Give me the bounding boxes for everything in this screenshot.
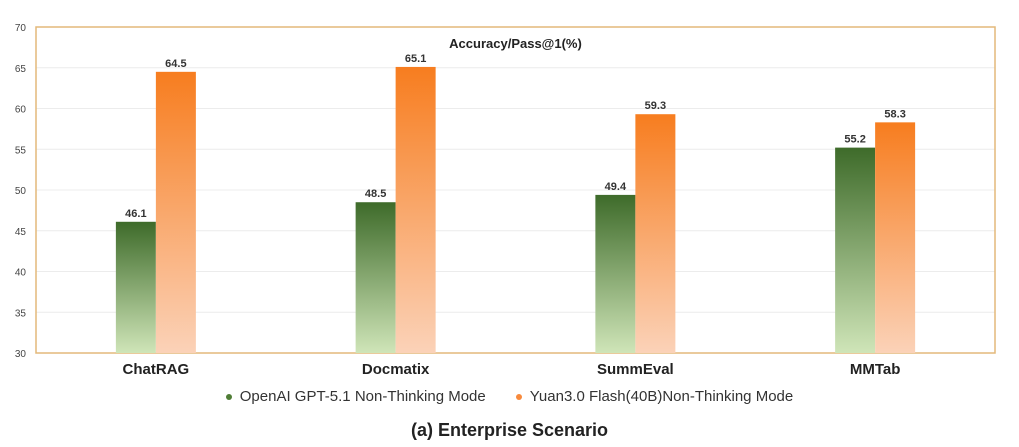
bar-yuan <box>875 122 916 353</box>
data-label: 48.5 <box>365 188 386 200</box>
plot-frame <box>35 26 996 354</box>
y-tick-label: 55 <box>15 145 27 156</box>
data-label: 46.1 <box>125 208 146 220</box>
data-label: 58.3 <box>884 108 905 120</box>
bar-chart-svg: 30 35 40 45 50 55 60 65 70 Accuracy/Pass@1(%) 46.1… <box>15 23 996 378</box>
x-tick-label: SummEval <box>597 361 674 378</box>
chart-title: Accuracy/Pass@1(%) <box>449 36 582 51</box>
x-tick-label: Docmatix <box>362 361 430 378</box>
bar-yuan <box>395 66 436 353</box>
data-label: 55.2 <box>844 134 865 146</box>
legend: OpenAI GPT-5.1 Non-Thinking Mode Yuan3.0… <box>0 388 1019 405</box>
bar-gpt <box>835 147 876 353</box>
y-tick-label: 40 <box>15 268 27 279</box>
legend-item-gpt: OpenAI GPT-5.1 Non-Thinking Mode <box>225 388 486 405</box>
data-label: 65.1 <box>405 53 426 65</box>
legend-label-yuan: Yuan3.0 Flash(40B)Non-Thinking Mode <box>529 388 794 405</box>
x-tick-label: ChatRAG <box>123 361 190 378</box>
bar-yuan <box>155 71 196 353</box>
bar-gpt <box>115 221 156 353</box>
legend-marker-gpt <box>225 393 232 400</box>
y-tick-label: 35 <box>15 308 27 319</box>
y-tick-label: 70 <box>15 23 27 34</box>
bar-yuan <box>635 114 676 353</box>
data-label: 64.5 <box>165 58 186 70</box>
x-tick-label: MMTab <box>850 361 901 378</box>
y-tick-label: 45 <box>15 227 27 238</box>
y-tick-label: 65 <box>15 64 27 75</box>
bar-gpt <box>355 202 396 353</box>
data-label: 49.4 <box>605 181 627 193</box>
bar-gpt <box>595 194 636 353</box>
y-tick-label: 30 <box>15 349 27 360</box>
legend-marker-yuan <box>515 393 522 400</box>
data-label: 59.3 <box>645 100 666 112</box>
legend-item-yuan: Yuan3.0 Flash(40B)Non-Thinking Mode <box>515 388 794 405</box>
y-tick-label: 50 <box>15 186 27 197</box>
figure-caption: (a) Enterprise Scenario <box>410 420 609 440</box>
legend-label-gpt: OpenAI GPT-5.1 Non-Thinking Mode <box>239 388 486 405</box>
y-tick-label: 60 <box>15 105 27 116</box>
